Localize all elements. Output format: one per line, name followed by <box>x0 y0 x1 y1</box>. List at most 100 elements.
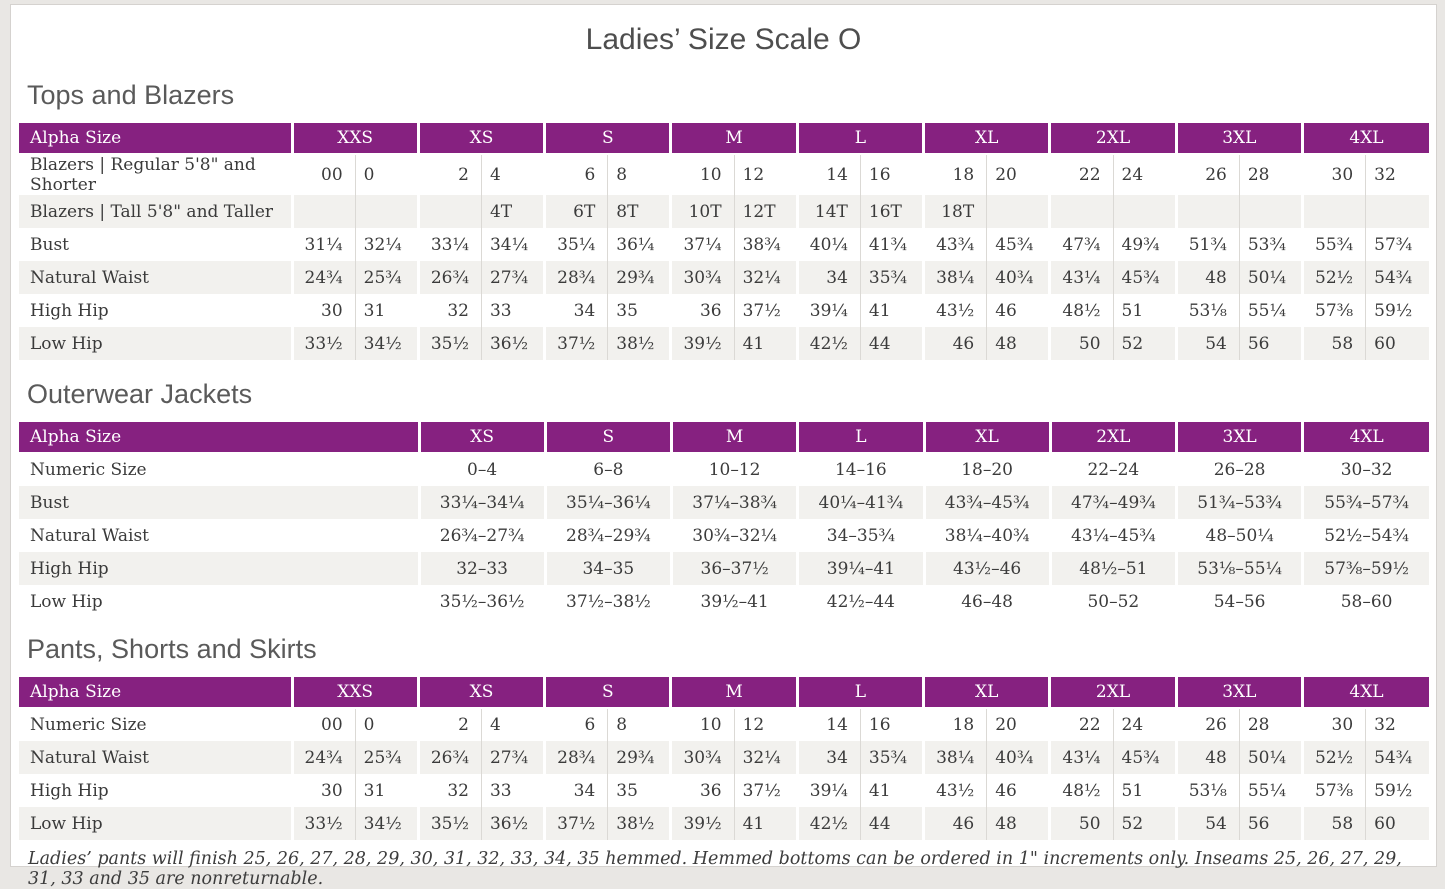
size-cell: 50¼ <box>1238 261 1303 294</box>
size-cell: 10–12 <box>669 453 798 486</box>
size-cell: 38½ <box>607 807 671 840</box>
size-cell: 6 <box>543 154 608 195</box>
size-cell: 39½ <box>669 327 735 360</box>
size-column-header: 4XL <box>1301 123 1429 155</box>
size-cell: 54 <box>1174 807 1240 840</box>
size-cell: 33 <box>480 294 545 327</box>
size-table: Alpha Size XXS XS S M L XL 2XL 3XL 4XL Numeric Siz… <box>19 677 1429 840</box>
size-column-header: XS <box>416 123 545 155</box>
size-cell: 8T <box>607 195 671 228</box>
size-cell: 28¾ <box>543 741 608 774</box>
size-chart-document: Ladies’ Size Scale O Tops and Blazers Al… <box>10 4 1437 889</box>
size-cell: 54 <box>1174 327 1240 360</box>
size-cell: 38¾ <box>733 228 798 261</box>
table-row: Natural Waist 24¾ 25¾ 26¾ 27¾ 28¾ 29¾ 30¾ 32¼ 34 3… <box>19 261 1429 294</box>
size-cell: 37½ <box>543 327 608 360</box>
size-cell: 35½–36½ <box>417 585 546 618</box>
size-cell: 24 <box>1112 154 1177 195</box>
size-cell: 38½ <box>607 327 671 360</box>
size-table: Alpha Size XS S M L XL 2XL 3XL 4XL Numeric Size 0–… <box>19 422 1429 618</box>
size-cell: 50–52 <box>1048 585 1177 618</box>
size-column-header: M <box>669 422 798 454</box>
size-cell: 54–56 <box>1174 585 1303 618</box>
size-cell: 40¾ <box>986 261 1050 294</box>
table-row: Low Hip 35½–36½ 37½–38½ 39½–41 42½–44 46–48 50… <box>19 585 1429 618</box>
size-cell: 34 <box>543 774 608 807</box>
size-cell: 55¼ <box>1238 774 1303 807</box>
size-cell <box>416 195 482 228</box>
size-cell: 8 <box>607 154 671 195</box>
table-row: High Hip 30 31 32 33 34 35 36 37½ 39¼ 41 43½ 46 48½ 51… <box>19 774 1429 807</box>
size-column-header: S <box>543 123 671 155</box>
row-label: Natural Waist <box>30 747 150 768</box>
size-column-header: XL <box>922 123 1050 155</box>
size-cell: 60 <box>1365 807 1429 840</box>
size-cell: 43¼–45¾ <box>1048 519 1177 552</box>
size-cell <box>1300 195 1366 228</box>
size-cell: 24¾ <box>290 261 356 294</box>
hemming-note: Ladies’ pants will finish 25, 26, 27, 28… <box>28 849 1402 889</box>
size-cell: 47¾–49¾ <box>1048 486 1177 519</box>
size-cell: 28 <box>1238 154 1303 195</box>
size-cell: 55¾ <box>1300 228 1366 261</box>
size-cell: 36¼ <box>607 228 671 261</box>
size-cell: 27¾ <box>480 261 545 294</box>
size-cell: 0 <box>354 154 419 195</box>
size-cell: 53⅛ <box>1174 294 1240 327</box>
row-label: Low Hip <box>30 333 103 354</box>
size-cell: 33¼ <box>416 228 482 261</box>
size-cell: 34½ <box>354 807 419 840</box>
size-cell: 26 <box>1174 154 1240 195</box>
size-cell: 50 <box>1048 327 1114 360</box>
size-cell: 47¾ <box>1048 228 1114 261</box>
size-cell: 52½ <box>1300 261 1366 294</box>
size-cell: 58 <box>1300 807 1366 840</box>
size-column-header: 3XL <box>1174 422 1303 454</box>
size-cell: 26–28 <box>1174 453 1303 486</box>
size-cell: 48½ <box>1048 294 1114 327</box>
size-cell: 51 <box>1112 294 1177 327</box>
size-cell: 34–35¾ <box>796 519 924 552</box>
row-label: Low Hip <box>30 813 103 834</box>
size-cell: 30 <box>1300 154 1366 195</box>
size-cell: 33½ <box>290 327 356 360</box>
size-cell: 29¾ <box>607 261 671 294</box>
size-cell: 53¾ <box>1238 228 1303 261</box>
size-cell: 34 <box>543 294 608 327</box>
size-cell: 48 <box>986 807 1050 840</box>
size-cell: 12 <box>733 708 798 741</box>
size-cell: 50 <box>1048 807 1114 840</box>
size-cell: 34–35 <box>543 552 672 585</box>
size-cell: 33½ <box>290 807 356 840</box>
size-cell: 55¾–57¾ <box>1301 486 1429 519</box>
size-cell: 35½ <box>416 327 482 360</box>
size-cell: 57⅜ <box>1300 294 1366 327</box>
size-cell: 18–20 <box>922 453 1051 486</box>
size-column-header: 2XL <box>1048 123 1177 155</box>
size-cell: 43½–46 <box>922 552 1051 585</box>
size-column-header: M <box>669 123 798 155</box>
size-cell: 30 <box>1300 708 1366 741</box>
size-cell: 12T <box>733 195 798 228</box>
header-row: Alpha Size XXS XS S M L XL 2XL 3XL 4XL <box>19 677 1429 709</box>
size-cell: 14T <box>795 195 861 228</box>
size-cell: 34¼ <box>480 228 545 261</box>
size-cell <box>290 195 356 228</box>
size-cell: 30¾–32¼ <box>669 519 798 552</box>
size-cell: 14–16 <box>796 453 924 486</box>
size-cell: 32¼ <box>733 261 798 294</box>
size-cell: 35¼–36¼ <box>543 486 672 519</box>
size-cell: 40¼ <box>795 228 861 261</box>
size-cell: 2 <box>416 154 482 195</box>
size-cell: 38¼–40¾ <box>922 519 1051 552</box>
size-cell: 38¼ <box>922 261 987 294</box>
size-cell: 8 <box>607 708 671 741</box>
size-cell: 16 <box>859 154 924 195</box>
table-row: Numeric Size 00 0 2 4 6 8 10 12 14 16 18 20 22 24 26 28 3… <box>19 708 1429 741</box>
size-cell: 20 <box>986 708 1050 741</box>
size-cell: 18T <box>922 195 987 228</box>
section-pants-shorts-skirts: Pants, Shorts and Skirts Alpha Size XXS XS… <box>18 634 1429 840</box>
size-column-header: 4XL <box>1301 422 1429 454</box>
size-cell: 41¾ <box>859 228 924 261</box>
size-cell: 43½ <box>922 294 987 327</box>
